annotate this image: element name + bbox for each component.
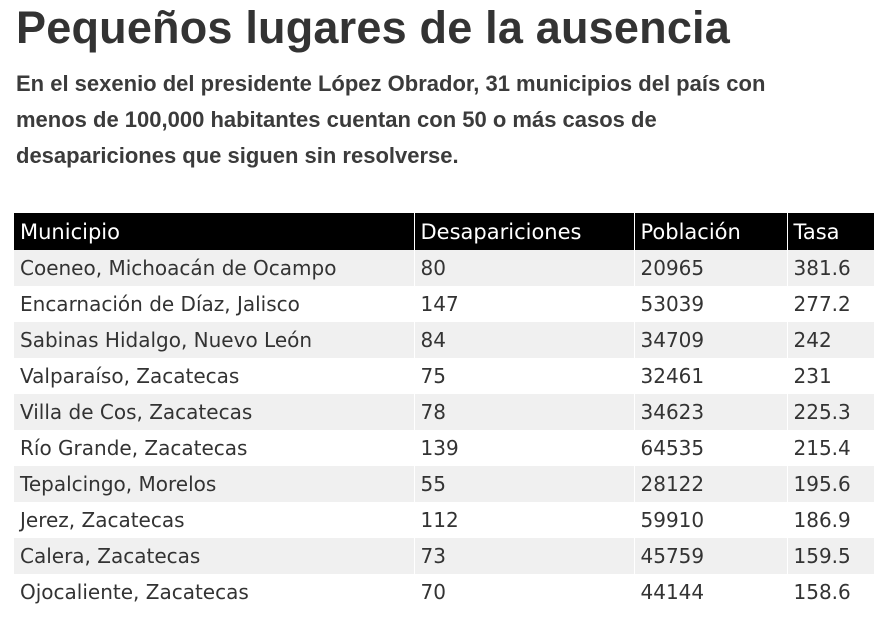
cell-desapariciones: 73 — [414, 538, 635, 574]
table-row: Jerez, Zacatecas 112 59910 186.9 — [14, 502, 874, 538]
cell-tasa: 231 — [787, 358, 874, 394]
cell-municipio: Encarnación de Díaz, Jalisco — [14, 286, 415, 322]
cell-tasa: 215.4 — [787, 430, 874, 466]
cell-desapariciones: 84 — [414, 322, 635, 358]
cell-tasa: 186.9 — [787, 502, 874, 538]
cell-desapariciones: 112 — [414, 502, 635, 538]
cell-poblacion: 44144 — [634, 574, 788, 610]
table-body: Coeneo, Michoacán de Ocampo 80 20965 381.6 E… — [14, 250, 874, 610]
table-row: Río Grande, Zacatecas 139 64535 215.4 — [14, 430, 874, 466]
cell-tasa: 158.6 — [787, 574, 874, 610]
table-row: Calera, Zacatecas 73 45759 159.5 — [14, 538, 874, 574]
cell-tasa: 381.6 — [787, 250, 874, 286]
cell-poblacion: 32461 — [634, 358, 788, 394]
cell-municipio: Ojocaliente, Zacatecas — [14, 574, 415, 610]
column-header-desapariciones: Desapariciones — [414, 213, 635, 250]
cell-desapariciones: 55 — [414, 466, 635, 502]
cell-poblacion: 34623 — [634, 394, 788, 430]
cell-desapariciones: 139 — [414, 430, 635, 466]
cell-municipio: Valparaíso, Zacatecas — [14, 358, 415, 394]
cell-poblacion: 53039 — [634, 286, 788, 322]
data-table: Municipio Desapariciones Población Tasa Coe… — [14, 213, 874, 610]
cell-municipio: Sabinas Hidalgo, Nuevo León — [14, 322, 415, 358]
column-header-poblacion: Población — [634, 213, 788, 250]
cell-poblacion: 28122 — [634, 466, 788, 502]
table-row: Sabinas Hidalgo, Nuevo León 84 34709 242 — [14, 322, 874, 358]
cell-municipio: Jerez, Zacatecas — [14, 502, 415, 538]
table-row: Tepalcingo, Morelos 55 28122 195.6 — [14, 466, 874, 502]
cell-municipio: Tepalcingo, Morelos — [14, 466, 415, 502]
cell-tasa: 242 — [787, 322, 874, 358]
header-row: Municipio Desapariciones Población Tasa — [14, 213, 874, 250]
data-table-container: Municipio Desapariciones Población Tasa Coe… — [14, 213, 874, 610]
page-subtitle: En el sexenio del presidente López Obrad… — [16, 71, 766, 168]
cell-desapariciones: 75 — [414, 358, 635, 394]
cell-poblacion: 45759 — [634, 538, 788, 574]
cell-municipio: Villa de Cos, Zacatecas — [14, 394, 415, 430]
cell-poblacion: 20965 — [634, 250, 788, 286]
cell-tasa: 277.2 — [787, 286, 874, 322]
cell-desapariciones: 80 — [414, 250, 635, 286]
cell-tasa: 159.5 — [787, 538, 874, 574]
column-header-municipio: Municipio — [14, 213, 415, 250]
table-row: Coeneo, Michoacán de Ocampo 80 20965 381.6 — [14, 250, 874, 286]
cell-tasa: 225.3 — [787, 394, 874, 430]
page-title: Pequeños lugares de la ausencia — [16, 2, 730, 53]
cell-desapariciones: 78 — [414, 394, 635, 430]
table-row: Encarnación de Díaz, Jalisco 147 53039 277.… — [14, 286, 874, 322]
cell-tasa: 195.6 — [787, 466, 874, 502]
table-row: Valparaíso, Zacatecas 75 32461 231 — [14, 358, 874, 394]
cell-poblacion: 59910 — [634, 502, 788, 538]
cell-municipio: Calera, Zacatecas — [14, 538, 415, 574]
cell-desapariciones: 70 — [414, 574, 635, 610]
cell-poblacion: 64535 — [634, 430, 788, 466]
cell-municipio: Río Grande, Zacatecas — [14, 430, 415, 466]
cell-poblacion: 34709 — [634, 322, 788, 358]
table-header: Municipio Desapariciones Población Tasa — [14, 213, 874, 250]
table-row: Villa de Cos, Zacatecas 78 34623 225.3 — [14, 394, 874, 430]
cell-municipio: Coeneo, Michoacán de Ocampo — [14, 250, 415, 286]
column-header-tasa: Tasa — [787, 213, 874, 250]
table-row: Ojocaliente, Zacatecas 70 44144 158.6 — [14, 574, 874, 610]
cell-desapariciones: 147 — [414, 286, 635, 322]
